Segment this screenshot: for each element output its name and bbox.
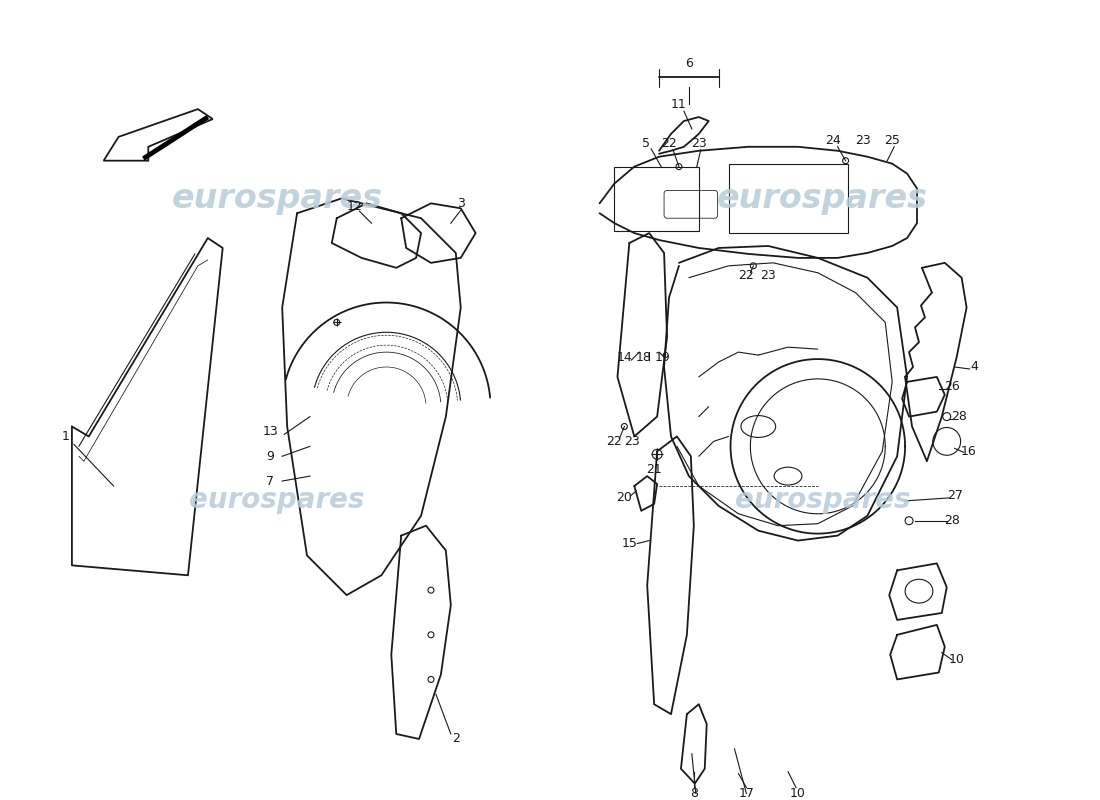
- Text: eurospares: eurospares: [189, 486, 365, 514]
- Text: 16: 16: [960, 445, 977, 458]
- Text: 9: 9: [266, 450, 274, 462]
- Text: 18: 18: [636, 350, 651, 363]
- Text: 6: 6: [685, 57, 693, 70]
- Text: 17: 17: [738, 787, 755, 800]
- Text: 14: 14: [616, 350, 632, 363]
- Text: 28: 28: [950, 410, 967, 423]
- Text: 1: 1: [62, 430, 70, 443]
- Text: 15: 15: [621, 537, 637, 550]
- Text: 12: 12: [346, 200, 363, 213]
- Text: 22: 22: [738, 270, 755, 282]
- Text: 23: 23: [691, 138, 706, 150]
- Text: 4: 4: [970, 361, 979, 374]
- Text: 11: 11: [671, 98, 686, 110]
- Text: eurospares: eurospares: [717, 182, 928, 215]
- Text: eurospares: eurospares: [735, 486, 911, 514]
- Text: 21: 21: [647, 462, 662, 476]
- Text: 22: 22: [661, 138, 676, 150]
- Text: 28: 28: [944, 514, 959, 527]
- Text: 3: 3: [456, 197, 464, 210]
- Bar: [615, 166, 698, 231]
- Text: 2: 2: [452, 733, 460, 746]
- Text: 23: 23: [625, 435, 640, 448]
- Text: 23: 23: [760, 270, 777, 282]
- Text: 26: 26: [944, 380, 959, 394]
- Text: 27: 27: [947, 490, 962, 502]
- Text: 22: 22: [606, 435, 623, 448]
- Text: 20: 20: [616, 491, 632, 505]
- Text: 13: 13: [263, 425, 278, 438]
- Text: 25: 25: [884, 134, 900, 147]
- Text: 24: 24: [825, 134, 840, 147]
- Bar: [728, 164, 848, 233]
- Text: 23: 23: [856, 134, 871, 147]
- Text: 5: 5: [642, 138, 650, 150]
- Text: 8: 8: [690, 787, 697, 800]
- Text: eurospares: eurospares: [172, 182, 383, 215]
- Text: 7: 7: [266, 474, 274, 487]
- Text: 19: 19: [654, 350, 670, 363]
- Text: 10: 10: [948, 653, 965, 666]
- Text: 10: 10: [790, 787, 806, 800]
